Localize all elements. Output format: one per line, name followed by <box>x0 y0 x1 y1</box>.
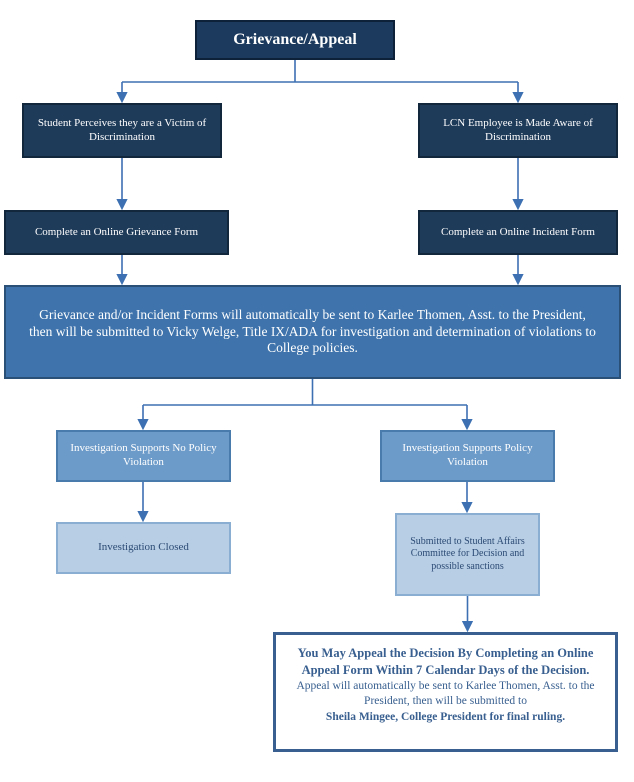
node-title: Grievance/Appeal <box>195 20 395 60</box>
node-student: Student Perceives they are a Victim of D… <box>22 103 222 158</box>
appeal-strong: Sheila Mingee, College President for fin… <box>294 710 597 726</box>
node-routing: Grievance and/or Incident Forms will aut… <box>4 285 621 379</box>
node-employee: LCN Employee is Made Aware of Discrimina… <box>418 103 618 158</box>
appeal-heading: You May Appeal the Decision By Completin… <box>294 645 597 679</box>
node-closed: Investigation Closed <box>56 522 231 574</box>
node-appeal: You May Appeal the Decision By Completin… <box>273 632 618 752</box>
appeal-subtext: Appeal will automatically be sent to Kar… <box>294 679 597 710</box>
node-violation: Investigation Supports Policy Violation <box>380 430 555 482</box>
node-incident-form: Complete an Online Incident Form <box>418 210 618 255</box>
node-no-violation: Investigation Supports No Policy Violati… <box>56 430 231 482</box>
node-grievance-form: Complete an Online Grievance Form <box>4 210 229 255</box>
node-committee: Submitted to Student Affairs Committee f… <box>395 513 540 596</box>
